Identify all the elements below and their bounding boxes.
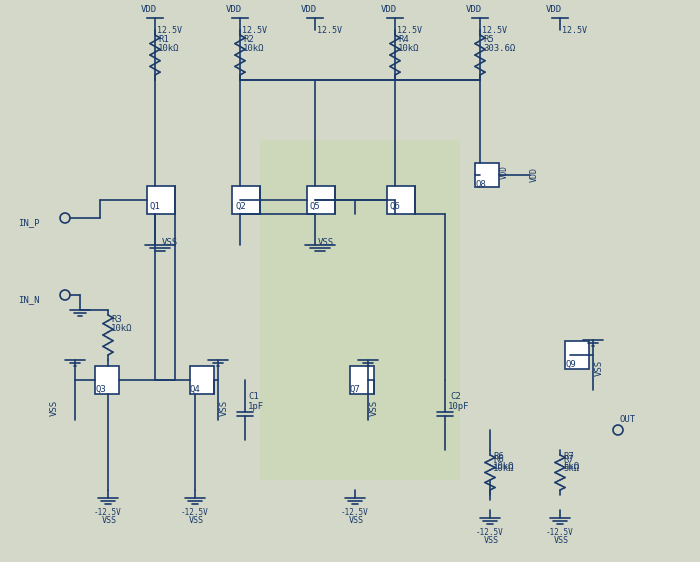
Bar	[232, 186, 260, 214]
Text: 12.5V: 12.5V	[397, 26, 422, 35]
Text: Q9: Q9	[565, 360, 575, 369]
Text: 12.5V: 12.5V	[157, 26, 182, 35]
Text: VDD: VDD	[226, 5, 242, 14]
Text: Q4: Q4	[190, 385, 201, 394]
Text: VDD: VDD	[301, 5, 317, 14]
Text: 10kΩ: 10kΩ	[158, 44, 179, 53]
Text: VSS: VSS	[484, 536, 499, 545]
Text: 12.5V: 12.5V	[317, 26, 342, 35]
Text: 10pF: 10pF	[448, 402, 470, 411]
Text: Q6: Q6	[390, 202, 400, 211]
Text: R7: R7	[563, 452, 574, 461]
Text: Q3: Q3	[95, 385, 106, 394]
Text: 5kΩ: 5kΩ	[563, 464, 579, 473]
Text: Q5: Q5	[310, 202, 321, 211]
Text: R2: R2	[243, 35, 253, 44]
Bar	[307, 186, 335, 214]
Text: 5kΩ: 5kΩ	[563, 462, 579, 471]
Text: R6: R6	[493, 452, 504, 461]
Text: -12.5V: -12.5V	[94, 508, 122, 517]
Bar	[475, 163, 499, 187]
Text: R7: R7	[563, 455, 574, 464]
Text: R1: R1	[158, 35, 169, 44]
Text: VSS: VSS	[370, 400, 379, 416]
Text: VDD: VDD	[500, 165, 509, 179]
Text: 10kΩ: 10kΩ	[398, 44, 419, 53]
Text: Q7: Q7	[350, 385, 360, 394]
Text: -12.5V: -12.5V	[181, 508, 209, 517]
Text: -12.5V: -12.5V	[546, 528, 574, 537]
Text: -12.5V: -12.5V	[476, 528, 504, 537]
Text: 1pF: 1pF	[248, 402, 264, 411]
Text: IN_N: IN_N	[18, 295, 39, 304]
Text: Q1: Q1	[150, 202, 161, 211]
Bar	[350, 366, 374, 394]
Text: VSS: VSS	[595, 360, 604, 376]
Text: 10kΩ: 10kΩ	[243, 44, 265, 53]
Text: VSS: VSS	[349, 516, 364, 525]
Text: VSS: VSS	[102, 516, 117, 525]
Text: VSS: VSS	[50, 400, 59, 416]
Text: 10kΩ: 10kΩ	[493, 464, 514, 473]
Text: VDD: VDD	[466, 5, 482, 14]
Text: C1: C1	[248, 392, 259, 401]
Bar	[190, 366, 214, 394]
Text: R3: R3	[111, 315, 122, 324]
Text: VSS: VSS	[318, 238, 334, 247]
Text: VDD: VDD	[141, 5, 157, 14]
Text: 10kΩ: 10kΩ	[111, 324, 132, 333]
Bar	[260, 140, 460, 480]
Text: VDD: VDD	[530, 167, 539, 182]
Text: VDD: VDD	[546, 5, 562, 14]
Text: R5: R5	[483, 35, 493, 44]
Text: 303.6Ω: 303.6Ω	[483, 44, 515, 53]
Bar	[565, 341, 589, 369]
Text: 12.5V: 12.5V	[482, 26, 507, 35]
Text: VDD: VDD	[381, 5, 397, 14]
Text: 12.5V: 12.5V	[242, 26, 267, 35]
Text: IN_P: IN_P	[18, 218, 39, 227]
Text: VSS: VSS	[220, 400, 229, 416]
Text: C2: C2	[450, 392, 461, 401]
Bar	[387, 186, 415, 214]
Bar	[95, 366, 119, 394]
Text: Q2: Q2	[235, 202, 246, 211]
Text: 12.5V: 12.5V	[562, 26, 587, 35]
Bar	[147, 186, 175, 214]
Text: R4: R4	[398, 35, 409, 44]
Text: VSS: VSS	[554, 536, 569, 545]
Text: OUT: OUT	[620, 415, 636, 424]
Text: VSS: VSS	[189, 516, 204, 525]
Text: VSS: VSS	[162, 238, 178, 247]
Text: R6: R6	[493, 455, 504, 464]
Text: 10kΩ: 10kΩ	[493, 462, 514, 471]
Text: -12.5V: -12.5V	[341, 508, 369, 517]
Text: Q8: Q8	[475, 180, 486, 189]
